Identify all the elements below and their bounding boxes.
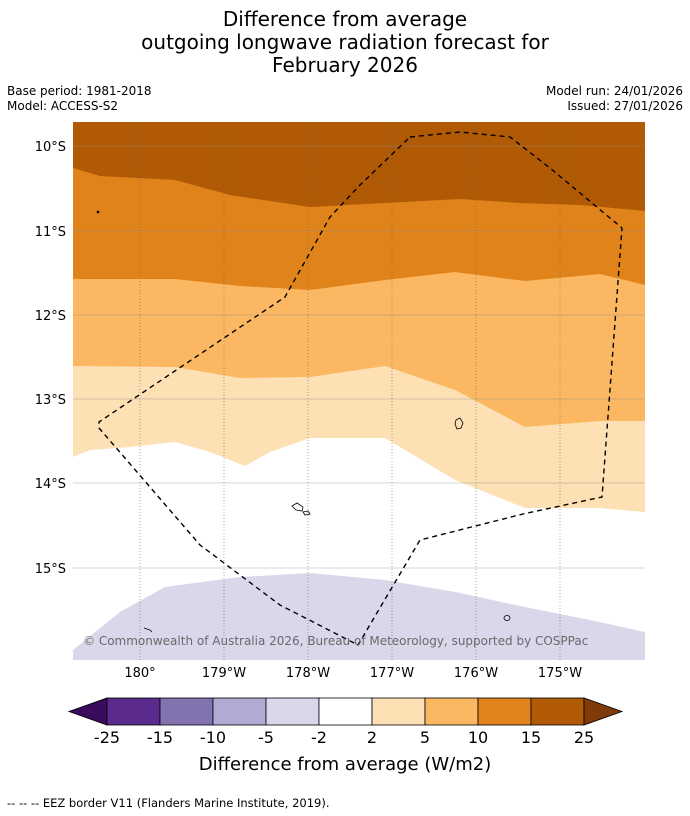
colorbar-tick-label: -10 — [200, 728, 226, 747]
lon-label: 178°W — [286, 666, 330, 681]
meta-right: Model run: 24/01/2026 Issued: 27/01/2026 — [546, 84, 683, 114]
eez-border — [98, 131, 623, 646]
copyright-text: © Commonwealth of Australia 2026, Bureau… — [83, 634, 588, 648]
island-small — [503, 615, 511, 621]
island-wallis — [291, 502, 304, 512]
lat-label: 13°S — [35, 393, 66, 408]
lon-label: 180° — [124, 666, 155, 681]
island-nw — [96, 210, 100, 214]
colorbar-ticks: -25 -15 -10 -5 -2 2 5 10 15 25 — [94, 728, 594, 747]
chart-title: Difference from average outgoing longwav… — [0, 8, 690, 77]
colorbar-label: Difference from average (W/m2) — [199, 754, 491, 775]
colorbar-swatch — [106, 697, 161, 726]
latitude-labels: 10°S 11°S 12°S 13°S 14°S 15°S — [35, 140, 66, 577]
colorbar-swatch — [477, 697, 532, 726]
colorbar-swatch — [212, 697, 267, 726]
island-niuatoputapu — [454, 417, 464, 430]
lat-label: 10°S — [35, 140, 66, 155]
colorbar-swatch — [371, 697, 426, 726]
lat-label: 12°S — [35, 309, 66, 324]
lon-label: 176°W — [454, 666, 498, 681]
longitude-labels: 180° 179°W 178°W 177°W 176°W 175°W — [124, 666, 582, 681]
colorbar-tick-label: -5 — [258, 728, 274, 747]
colorbar-tick-label: 25 — [574, 728, 594, 747]
colorbar: -25 -15 -10 -5 -2 2 5 10 15 25 Difference from av… — [67, 697, 624, 775]
colorbar-tick-label: -2 — [311, 728, 327, 747]
colorbar-swatches — [67, 697, 624, 726]
model-name: Model: ACCESS-S2 — [7, 99, 119, 113]
map-area: © Commonwealth of Australia 2026, Bureau… — [73, 122, 645, 660]
colorbar-tick-label: 2 — [367, 728, 377, 747]
lat-label: 11°S — [35, 225, 66, 240]
islands — [96, 210, 511, 633]
issued-date: Issued: 27/01/2026 — [567, 99, 683, 113]
colorbar-swatch — [530, 697, 585, 726]
model-run: Model run: 24/01/2026 — [545, 84, 683, 98]
meta-left: Base period: 1981-2018 Model: ACCESS-S2 — [7, 84, 152, 114]
band-minus5-minus2 — [73, 573, 645, 660]
colorbar-swatch — [159, 697, 214, 726]
colorbar-tick-label: 15 — [521, 728, 541, 747]
colorbar-swatch — [265, 697, 320, 726]
colorbar-swatch — [424, 697, 479, 726]
title-line-2: outgoing longwave radiation forecast for — [141, 30, 549, 54]
colorbar-tick-label: -15 — [147, 728, 173, 747]
island-wallis-2 — [302, 510, 311, 516]
colorbar-extend-high — [583, 697, 624, 726]
title-line-1: Difference from average — [222, 7, 468, 31]
colorbar-tick-label: 10 — [468, 728, 488, 747]
colorbar-tick-label: 5 — [420, 728, 430, 747]
colorbar-tick-label: -25 — [94, 728, 120, 747]
latitude-gridlines — [73, 145, 645, 569]
colorbar-extend-low — [67, 697, 108, 726]
base-period: Base period: 1981-2018 — [7, 84, 152, 98]
title-line-3: February 2026 — [272, 53, 418, 77]
eez-footnote: -- -- -- EEZ border V11 (Flanders Marine… — [7, 796, 330, 810]
lon-label: 175°W — [538, 666, 582, 681]
lat-label: 14°S — [35, 477, 66, 492]
lon-label: 177°W — [370, 666, 414, 681]
island-sw — [143, 627, 153, 633]
lat-label: 15°S — [35, 562, 66, 577]
lon-label: 179°W — [202, 666, 246, 681]
colorbar-swatch — [318, 697, 373, 726]
